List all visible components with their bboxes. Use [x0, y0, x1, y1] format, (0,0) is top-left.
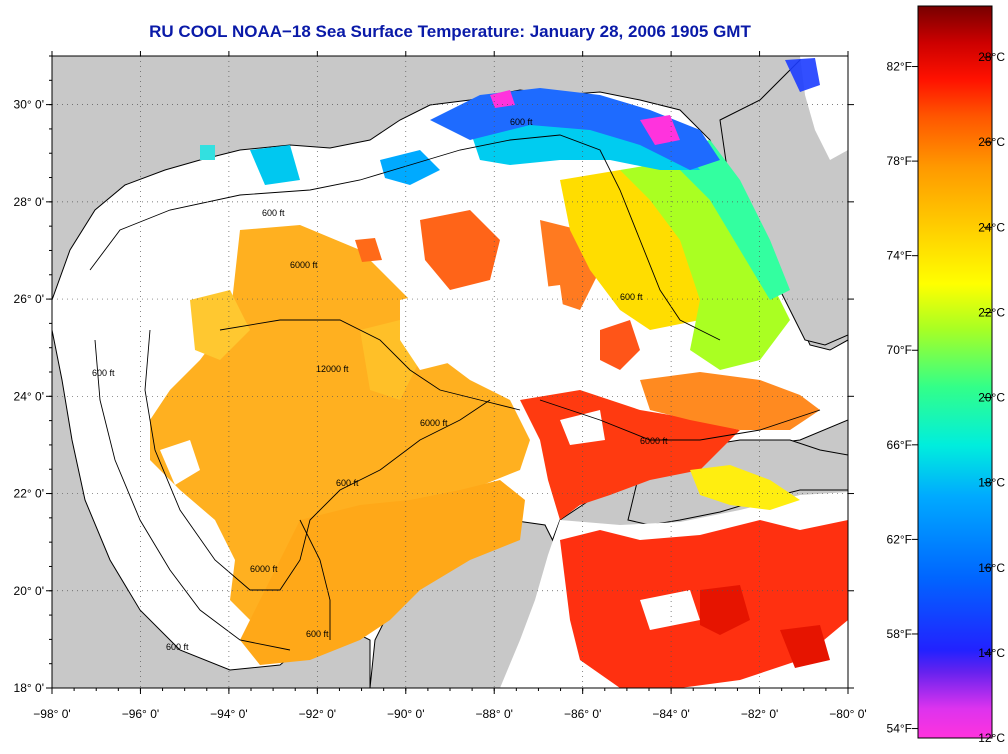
lon-tick-label: −96° 0'	[122, 707, 159, 721]
fahrenheit-tick-label: 74°F	[887, 249, 912, 263]
contour-label-group: 600 ft 6000 ft 12000 ft 6000 ft 600 ft 6…	[92, 117, 668, 652]
contour-label: 6000 ft	[290, 260, 318, 270]
fahrenheit-tick-label: 82°F	[887, 60, 912, 74]
contour-label: 600 ft	[510, 117, 533, 127]
contour-label: 600 ft	[336, 478, 359, 488]
lat-tick-label: 22° 0'	[14, 487, 44, 501]
lon-tick-label: −80° 0'	[829, 707, 866, 721]
bathymetry-contours	[89, 134, 821, 651]
lat-tick-label: 24° 0'	[14, 389, 44, 403]
lon-tick-label: −86° 0'	[564, 707, 601, 721]
contour-label: 600 ft	[620, 292, 643, 302]
celsius-tick-label: 22°C	[978, 305, 1005, 319]
longitude-axis: −98° 0' −96° 0' −94° 0' −92° 0' −90° 0' −88° …	[33, 51, 867, 721]
atlantic-cold-patch	[785, 58, 820, 92]
latitude-axis: 18° 0' 20° 0' 22° 0' 24° 0' 26° 0' 28° 0' 30° …	[14, 55, 854, 695]
lon-tick-label: −88° 0'	[475, 707, 512, 721]
lat-tick-label: 28° 0'	[14, 195, 44, 209]
contour-label: 6000 ft	[640, 436, 668, 446]
celsius-tick-label: 16°C	[978, 561, 1005, 575]
lon-tick-label: −84° 0'	[652, 707, 689, 721]
lon-tick-label: −92° 0'	[299, 707, 336, 721]
lat-tick-label: 30° 0'	[14, 98, 44, 112]
celsius-tick-label: 28°C	[978, 50, 1005, 64]
celsius-tick-label: 20°C	[978, 391, 1005, 405]
contour-label: 600 ft	[166, 642, 189, 652]
lon-tick-label: −94° 0'	[210, 707, 247, 721]
lat-tick-label: 26° 0'	[14, 292, 44, 306]
lon-tick-label: −98° 0'	[33, 707, 70, 721]
graticule	[52, 56, 848, 688]
celsius-tick-label: 14°C	[978, 646, 1005, 660]
fahrenheit-tick-label: 66°F	[887, 438, 912, 452]
colorbar-fahrenheit-ticks: 54°F 58°F 62°F 66°F 70°F 74°F 78°F 82°F	[887, 60, 918, 736]
lat-tick-label: 20° 0'	[14, 584, 44, 598]
colorbar-celsius-ticks: 12°C 14°C 16°C 18°C 20°C 22°C 24°C 26°C 28°C	[978, 50, 1005, 745]
fahrenheit-tick-label: 62°F	[887, 532, 912, 546]
contour-label: 600 ft	[262, 208, 285, 218]
fahrenheit-tick-label: 70°F	[887, 343, 912, 357]
sst-patches	[150, 88, 848, 688]
lat-tick-label: 18° 0'	[14, 681, 44, 695]
contour-label: 600 ft	[306, 629, 329, 639]
fahrenheit-tick-label: 58°F	[887, 627, 912, 641]
contour-label: 12000 ft	[316, 364, 349, 374]
lon-tick-label: −82° 0'	[741, 707, 778, 721]
celsius-tick-label: 24°C	[978, 220, 1005, 234]
contour-label: 600 ft	[92, 368, 115, 378]
cloud-cover	[160, 285, 700, 630]
celsius-tick-label: 18°C	[978, 476, 1005, 490]
fahrenheit-tick-label: 54°F	[887, 722, 912, 736]
colorbar: 12°C 14°C 16°C 18°C 20°C 22°C 24°C 26°C 28°C 54°…	[887, 5, 1005, 745]
fahrenheit-tick-label: 78°F	[887, 154, 912, 168]
contour-label: 6000 ft	[420, 418, 448, 428]
colorbar-gradient	[917, 5, 993, 739]
contour-label: 6000 ft	[250, 564, 278, 574]
map-title: RU COOL NOAA−18 Sea Surface Temperature:…	[149, 22, 751, 41]
celsius-tick-label: 12°C	[978, 731, 1005, 745]
sst-map: 600 ft 6000 ft 12000 ft 6000 ft 600 ft 6…	[52, 56, 848, 688]
celsius-tick-label: 26°C	[978, 135, 1005, 149]
lon-tick-label: −90° 0'	[387, 707, 424, 721]
